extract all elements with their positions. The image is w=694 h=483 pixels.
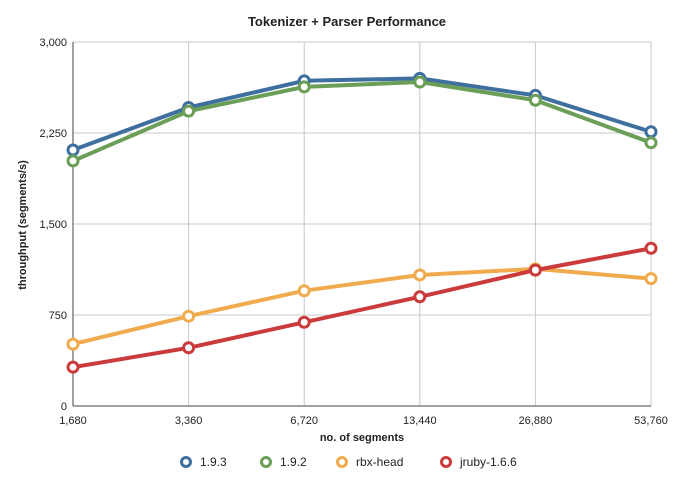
data-point (644, 136, 658, 150)
data-point (413, 75, 427, 89)
y-tick-label: 0 (61, 401, 67, 413)
series-line (71, 80, 653, 163)
series-rbx-head (66, 262, 658, 351)
data-point (66, 154, 80, 168)
x-axis-title: no. of segments (320, 432, 404, 444)
y-tick-label: 2,250 (39, 128, 67, 140)
x-tick-label: 6,720 (290, 415, 318, 427)
series-line (71, 76, 653, 152)
y-tick-label: 750 (49, 310, 67, 322)
data-point (297, 315, 311, 329)
legend-label: 1.9.2 (280, 455, 307, 469)
series-1.9.2 (66, 75, 658, 168)
data-point (182, 104, 196, 118)
legend-marker (440, 456, 452, 468)
data-point (297, 80, 311, 94)
x-tick-label: 53,760 (634, 415, 668, 427)
legend-label: 1.9.3 (200, 455, 227, 469)
data-point (182, 341, 196, 355)
y-tick-label: 3,000 (39, 37, 67, 49)
data-point (66, 143, 80, 157)
data-point (66, 337, 80, 351)
legend-label: jruby-1.6.6 (459, 455, 517, 469)
data-point (413, 268, 427, 282)
data-point (413, 290, 427, 304)
legend-marker (180, 456, 192, 468)
ticks: 0 750 1,500 2,250 3,000 1,680 3,360 6,720 13,440… (39, 37, 667, 427)
x-tick-label: 13,440 (403, 415, 437, 427)
series-line (71, 266, 653, 347)
data-point (528, 93, 542, 107)
legend-marker (260, 456, 272, 468)
data-point (528, 263, 542, 277)
series-line (71, 246, 653, 370)
data-point (182, 309, 196, 323)
legend-label: rbx-head (356, 455, 403, 469)
legend-item: 1.9.2 (260, 455, 307, 469)
data-point (644, 272, 658, 286)
data-point (644, 241, 658, 255)
chart-title: Tokenizer + Parser Performance (248, 14, 446, 29)
legend-item: rbx-head (336, 455, 403, 469)
x-tick-label: 3,360 (175, 415, 203, 427)
legend: 1.9.3 1.9.2 rbx-head jruby-1.6.6 (180, 455, 517, 469)
x-tick-label: 1,680 (59, 415, 87, 427)
y-tick-label: 1,500 (39, 219, 67, 231)
y-axis-title: throughput (segments/s) (17, 160, 29, 290)
legend-marker (336, 456, 348, 468)
series-jruby-1.6.6 (66, 241, 658, 374)
x-tick-label: 26,880 (519, 415, 553, 427)
legend-item: jruby-1.6.6 (440, 455, 517, 469)
data-point (297, 284, 311, 298)
data-point (66, 360, 80, 374)
legend-item: 1.9.3 (180, 455, 227, 469)
series-layer (66, 71, 658, 374)
grid (73, 41, 652, 406)
data-point (644, 125, 658, 139)
